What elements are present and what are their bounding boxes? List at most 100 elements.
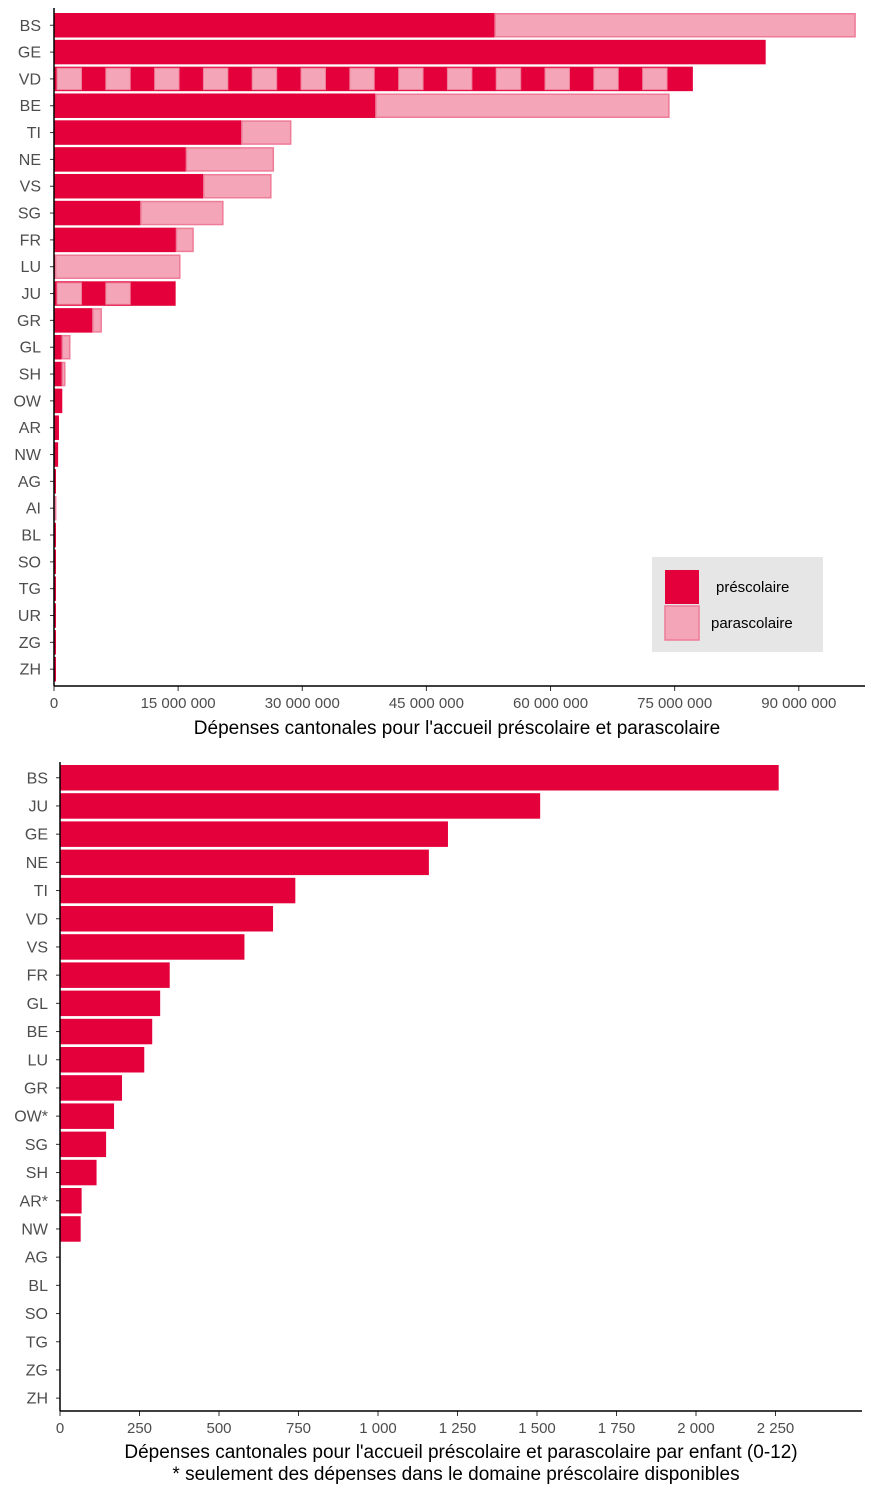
category-label-lu: LU (28, 1052, 48, 1069)
chart1-x-ticks: 0 15 000 000 30 000 000 45 000 000 60 000 00… (50, 686, 836, 712)
bar-per-child-be (60, 1018, 153, 1045)
x-tick-label: 2 000 (677, 1420, 715, 1437)
bar-per-child-nw (60, 1216, 81, 1242)
category-label-ar-star: AR* (20, 1193, 48, 1210)
bar-per-child-ow-star (60, 1103, 115, 1129)
category-label-lu: LU (21, 259, 41, 276)
category-label-ow: OW (13, 393, 41, 410)
bar-prescolaire-ti (54, 120, 242, 145)
category-label-ag: AG (25, 1250, 48, 1267)
bar-parascolaire-pattern-vd-9 (495, 67, 522, 91)
category-label-zh: ZH (20, 662, 41, 679)
bar-prescolaire-ag (54, 469, 56, 494)
legend-key-prescolaire (665, 570, 699, 604)
chart2-x-axis-title: Dépenses cantonales pour l'accueil présc… (124, 1442, 797, 1463)
x-tick-label: 45 000 000 (389, 695, 464, 712)
x-tick-label: 1 500 (518, 1420, 556, 1437)
per-child-expenses-chart: BS JU GE NE TI VD VS FR GL BE LU GR OW* SG SH AR* NW AG BL… (14, 762, 862, 1485)
category-label-be: BE (20, 98, 41, 115)
bar-parascolaire-pattern-vd-4 (251, 67, 278, 91)
x-tick-label: 0 (50, 695, 58, 712)
bar-parascolaire-fr (175, 227, 194, 253)
category-label-sg: SG (18, 206, 41, 223)
category-label-be: BE (27, 1024, 48, 1041)
bar-prescolaire-be (54, 93, 376, 118)
category-label-nw: NW (21, 1221, 49, 1238)
bar-per-child-ar-star (60, 1188, 82, 1214)
category-label-vd: VD (26, 911, 48, 928)
legend-label-parascolaire: parascolaire (711, 615, 793, 632)
chart1-legend: préscolaire parascolaire (652, 557, 823, 652)
bar-prescolaire-ar (54, 415, 59, 440)
category-label-gl: GL (27, 996, 48, 1013)
category-label-gl: GL (20, 340, 41, 357)
bar-parascolaire-pattern-vd-2 (154, 67, 180, 91)
category-label-fr: FR (20, 232, 41, 249)
bar-prescolaire-zh (54, 656, 56, 682)
bar-per-child-vd (60, 906, 274, 932)
bar-per-child-bs (60, 765, 779, 791)
x-tick-label: 30 000 000 (265, 695, 340, 712)
x-tick-label: 15 000 000 (141, 695, 216, 712)
bar-prescolaire-gr (54, 308, 93, 333)
x-tick-label: 2 250 (757, 1420, 795, 1437)
category-label-zg: ZG (26, 1362, 48, 1379)
bar-parascolaire-pattern-vd-10 (544, 67, 570, 91)
category-label-ne: NE (19, 152, 41, 169)
category-label-ow-star: OW* (14, 1109, 48, 1126)
category-label-ai: AI (26, 501, 41, 518)
category-label-ar: AR (19, 420, 41, 437)
category-label-ur: UR (18, 608, 41, 625)
category-label-bl: BL (21, 528, 41, 545)
bar-prescolaire-ge (54, 39, 766, 65)
legend-label-prescolaire: préscolaire (716, 579, 789, 596)
bar-parascolaire-pattern-vd-12 (642, 67, 668, 91)
x-tick-label: 250 (127, 1420, 152, 1437)
category-label-zh: ZH (27, 1391, 48, 1408)
bar-parascolaire-lu (54, 254, 181, 279)
category-label-tg: TG (26, 1334, 48, 1351)
bar-prescolaire-bl (54, 522, 56, 548)
bar-parascolaire-pattern-vd-3 (202, 67, 229, 91)
category-label-ti: TI (27, 125, 41, 142)
bar-parascolaire-pattern-vd-7 (398, 67, 424, 91)
bar-prescolaire-ur (54, 603, 56, 628)
bar-parascolaire-pattern-vd-11 (593, 67, 619, 91)
bar-parascolaire-vs (203, 173, 272, 199)
bar-prescolaire-sg (54, 200, 141, 226)
bar-prescolaire-zg (54, 630, 56, 655)
category-label-ju: JU (21, 286, 41, 303)
bar-parascolaire-pattern-vd-1 (105, 67, 131, 91)
bar-parascolaire-pattern-vd-8 (446, 67, 473, 91)
x-tick-label: 90 000 000 (761, 695, 836, 712)
bar-parascolaire-pattern-ju-0 (56, 282, 82, 305)
bar-prescolaire-so (54, 549, 56, 575)
category-label-ju: JU (28, 798, 48, 815)
category-label-bs: BS (27, 770, 48, 787)
bar-parascolaire-ti (241, 120, 292, 145)
category-label-so: SO (25, 1306, 48, 1323)
chart2-x-ticks: 0 250 500 750 1 000 1 250 1 500 1 750 2 000 2 250 (56, 1411, 794, 1437)
chart2-category-labels: BS JU GE NE TI VD VS FR GL BE LU GR OW* SG SH AR* NW AG BL… (14, 770, 60, 1408)
bar-prescolaire-tg (54, 576, 56, 601)
bar-prescolaire-gl (54, 334, 63, 360)
bar-parascolaire-sg (140, 200, 224, 226)
category-label-vd: VD (19, 71, 41, 88)
chart2-bars (60, 765, 779, 1242)
total-expenses-chart: BS GE VD BE TI NE VS SG FR LU JU GR GL SH OW AR NW AG AI BL… (13, 8, 865, 739)
bar-parascolaire-be (375, 93, 670, 118)
bar-parascolaire-gr (92, 308, 102, 333)
category-label-gr: GR (24, 1080, 48, 1097)
chart1-bars (53, 13, 856, 682)
chart1-x-axis-title: Dépenses cantonales pour l'accueil présc… (194, 718, 720, 739)
legend-key-parascolaire (664, 605, 700, 641)
bar-prescolaire-fr (54, 227, 177, 253)
category-label-nw: NW (14, 447, 42, 464)
bar-prescolaire-bs (54, 13, 496, 38)
bar-parascolaire-pattern-vd-5 (300, 67, 326, 91)
category-label-fr: FR (27, 968, 48, 985)
bar-parascolaire-pattern-vd-0 (56, 67, 82, 91)
x-tick-label: 60 000 000 (513, 695, 588, 712)
bar-prescolaire-ne (54, 147, 187, 172)
chart2-footnote: * seulement des dépenses dans le domaine… (172, 1464, 739, 1485)
